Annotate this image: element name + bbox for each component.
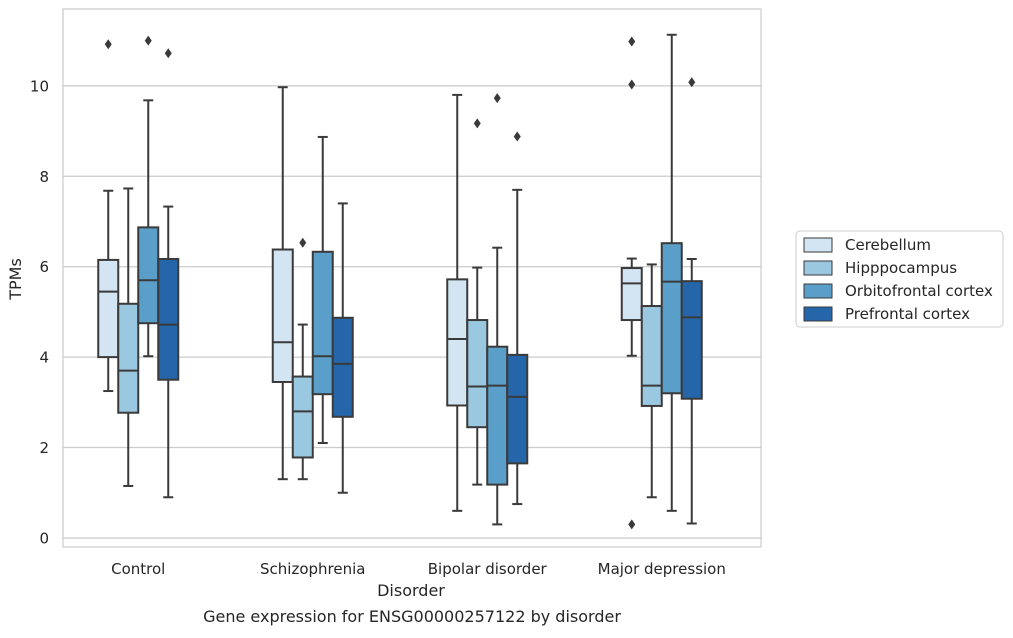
figure-caption: Gene expression for ENSG00000257122 by d… <box>203 607 621 626</box>
outlier-point <box>473 118 481 129</box>
y-tick-label: 4 <box>39 349 49 367</box>
box <box>137 226 160 325</box>
legend-label: Hipppocampus <box>845 259 957 277</box>
box-group <box>311 135 334 445</box>
y-gridlines <box>63 85 761 539</box>
x-tick-label: Major depression <box>598 560 726 578</box>
plot-background <box>63 9 761 547</box>
x-tick-labels: Control Schizophrenia Bipolar disorder Majo… <box>111 560 726 578</box>
box <box>640 305 663 407</box>
box <box>660 242 683 395</box>
box-series <box>97 33 703 530</box>
y-tick-label: 0 <box>39 529 49 547</box>
box <box>157 258 180 381</box>
box-group <box>680 77 703 525</box>
box-group <box>331 202 354 494</box>
box <box>506 353 529 465</box>
plot-frame <box>62 8 762 548</box>
legend-frame <box>795 230 1004 328</box>
outlier-point <box>628 36 636 47</box>
outlier-point <box>513 131 521 142</box>
box-group <box>486 93 509 526</box>
y-axis-label: TPMs <box>6 258 25 301</box>
box <box>466 319 489 429</box>
legend-label: Prefrontal cortex <box>845 305 970 323</box>
box <box>271 248 294 383</box>
y-tick-labels: 0 2 4 6 8 10 <box>30 77 49 547</box>
y-tick-label: 8 <box>39 168 49 186</box>
box <box>97 258 120 359</box>
outlier-point <box>104 39 112 50</box>
box <box>311 250 334 396</box>
box-group <box>446 93 469 512</box>
x-axis-label: Disorder <box>377 581 445 600</box>
box-group <box>137 35 160 358</box>
outlier-point <box>164 48 172 59</box>
box-group <box>466 118 489 486</box>
box-group <box>291 237 314 481</box>
box <box>680 280 703 400</box>
box-group <box>620 36 643 530</box>
legend-swatch <box>803 283 833 299</box>
legend-label: Cerebellum <box>845 236 931 254</box>
legend-swatch <box>803 306 833 322</box>
x-tick-label: Bipolar disorder <box>428 560 548 578</box>
box-group <box>157 48 180 499</box>
outlier-point <box>688 77 696 88</box>
box <box>331 316 354 418</box>
box <box>620 267 643 322</box>
box <box>486 345 509 486</box>
box <box>291 375 314 459</box>
box <box>117 302 140 414</box>
box-group <box>117 187 140 487</box>
box-group <box>660 33 683 512</box>
outlier-point <box>299 237 307 248</box>
box-group <box>97 39 120 393</box>
legend-label: Orbitofrontal cortex <box>845 282 993 300</box>
box <box>446 278 469 407</box>
y-tick-label: 6 <box>39 258 49 276</box>
outlier-point <box>144 35 152 46</box>
y-tick-label: 2 <box>39 439 49 457</box>
legend-swatch <box>803 260 833 276</box>
x-tick-label: Schizophrenia <box>260 560 365 578</box>
outlier-point <box>628 519 636 530</box>
box-group <box>506 131 529 506</box>
x-tick-label: Control <box>111 560 165 578</box>
y-tick-label: 10 <box>30 77 49 95</box>
outlier-point <box>628 79 636 90</box>
legend-swatch <box>803 237 833 253</box>
box-group <box>271 86 294 481</box>
outlier-point <box>493 93 501 104</box>
legend: Cerebellum Hipppocampus Orbitofrontal cort… <box>795 230 1004 328</box>
